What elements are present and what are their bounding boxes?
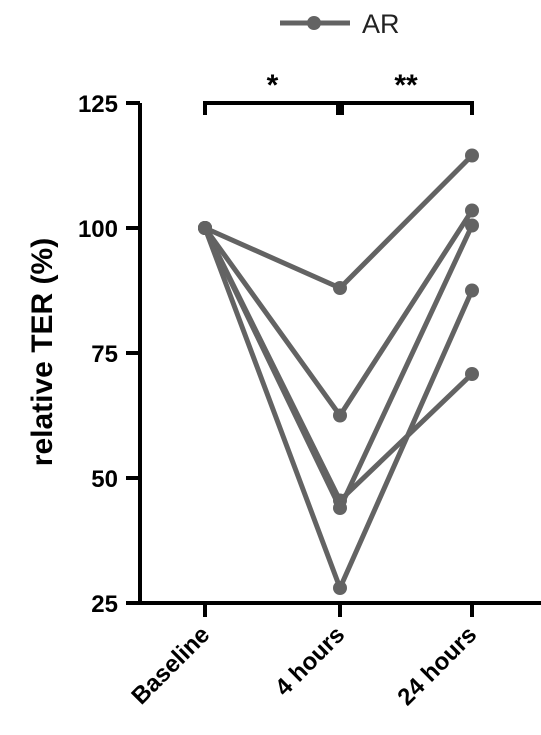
y-tick-label: 125: [78, 91, 118, 118]
x-ticks: Baseline 4 hours 24 hours: [126, 603, 482, 711]
axes: [138, 103, 541, 605]
y-axis-title: relative TER (%): [26, 238, 59, 466]
legend-label: AR: [362, 9, 400, 39]
significance-bracket: [203, 101, 340, 115]
data-point: [465, 283, 479, 298]
data-point: [333, 408, 347, 423]
data-point: [333, 281, 347, 295]
significance-label: **: [394, 69, 418, 102]
data-point: [465, 367, 479, 381]
significance-label: *: [267, 69, 279, 102]
y-tick-label: 75: [91, 341, 118, 368]
data-point: [465, 203, 479, 218]
y-tick-label: 50: [91, 466, 118, 493]
series-lines: [202, 153, 475, 591]
data-point: [465, 148, 479, 163]
significance-bracket: [340, 101, 474, 115]
data-points: [198, 148, 479, 595]
x-tick-label: 4 hours: [270, 621, 350, 701]
data-point: [465, 218, 479, 233]
legend-marker: [307, 16, 321, 30]
significance-brackets: * **: [203, 69, 474, 115]
legend: AR: [280, 9, 400, 39]
x-tick-label: 24 hours: [392, 621, 482, 711]
data-point: [333, 501, 347, 515]
x-tick-label: Baseline: [126, 621, 215, 710]
data-point: [198, 221, 212, 235]
y-tick-label: 100: [78, 216, 118, 243]
y-tick-label: 25: [91, 591, 118, 618]
y-ticks: 25 50 75 100 125: [78, 91, 140, 618]
data-point: [333, 581, 347, 595]
series-line-subject-4: [202, 223, 475, 511]
